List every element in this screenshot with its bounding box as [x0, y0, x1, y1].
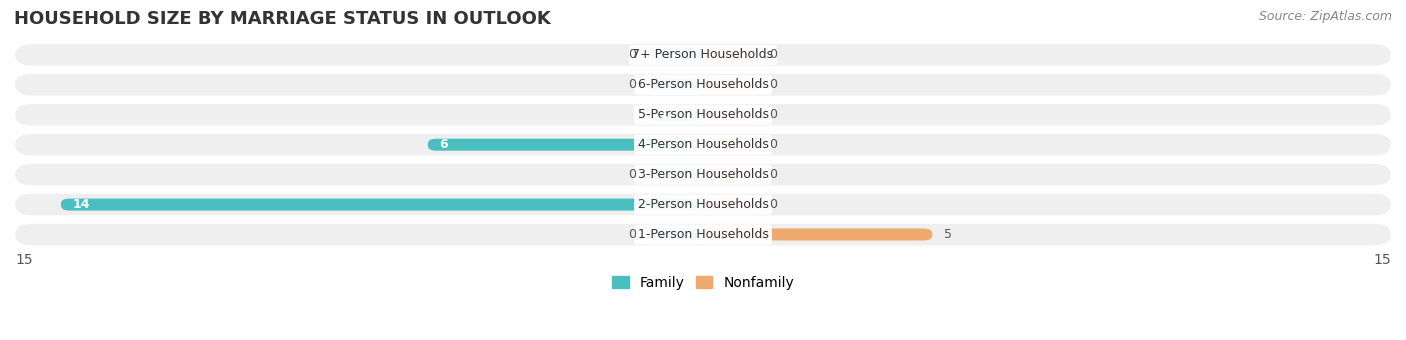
FancyBboxPatch shape — [703, 109, 758, 121]
Text: 0: 0 — [769, 108, 778, 121]
FancyBboxPatch shape — [703, 199, 758, 210]
FancyBboxPatch shape — [703, 169, 758, 181]
FancyBboxPatch shape — [15, 44, 1391, 66]
Text: 1: 1 — [659, 108, 668, 121]
Text: 0: 0 — [769, 78, 778, 91]
Text: 15: 15 — [1374, 253, 1391, 267]
FancyBboxPatch shape — [703, 79, 758, 91]
FancyBboxPatch shape — [60, 199, 703, 210]
FancyBboxPatch shape — [15, 164, 1391, 185]
Text: 0: 0 — [769, 48, 778, 61]
Text: 14: 14 — [72, 198, 90, 211]
FancyBboxPatch shape — [15, 74, 1391, 96]
Text: 6: 6 — [439, 138, 449, 151]
Text: 0: 0 — [769, 198, 778, 211]
Text: 0: 0 — [628, 48, 637, 61]
Text: 5-Person Households: 5-Person Households — [637, 108, 769, 121]
FancyBboxPatch shape — [427, 139, 703, 151]
FancyBboxPatch shape — [703, 228, 932, 240]
FancyBboxPatch shape — [703, 139, 758, 151]
Text: 0: 0 — [628, 228, 637, 241]
Text: 4-Person Households: 4-Person Households — [637, 138, 769, 151]
FancyBboxPatch shape — [648, 79, 703, 91]
Text: 2-Person Households: 2-Person Households — [637, 198, 769, 211]
FancyBboxPatch shape — [648, 49, 703, 61]
Text: 0: 0 — [769, 138, 778, 151]
Text: 0: 0 — [628, 78, 637, 91]
FancyBboxPatch shape — [15, 104, 1391, 125]
FancyBboxPatch shape — [648, 228, 703, 240]
FancyBboxPatch shape — [703, 49, 758, 61]
Text: 15: 15 — [15, 253, 32, 267]
FancyBboxPatch shape — [15, 224, 1391, 245]
Text: 3-Person Households: 3-Person Households — [637, 168, 769, 181]
Legend: Family, Nonfamily: Family, Nonfamily — [606, 270, 800, 295]
Text: HOUSEHOLD SIZE BY MARRIAGE STATUS IN OUTLOOK: HOUSEHOLD SIZE BY MARRIAGE STATUS IN OUT… — [14, 10, 551, 28]
Text: 6-Person Households: 6-Person Households — [637, 78, 769, 91]
FancyBboxPatch shape — [15, 194, 1391, 215]
FancyBboxPatch shape — [15, 134, 1391, 155]
Text: Source: ZipAtlas.com: Source: ZipAtlas.com — [1258, 10, 1392, 23]
Text: 0: 0 — [769, 168, 778, 181]
Text: 1-Person Households: 1-Person Households — [637, 228, 769, 241]
FancyBboxPatch shape — [648, 109, 703, 121]
FancyBboxPatch shape — [648, 169, 703, 181]
Text: 7+ Person Households: 7+ Person Households — [633, 48, 773, 61]
Text: 5: 5 — [943, 228, 952, 241]
Text: 0: 0 — [628, 168, 637, 181]
